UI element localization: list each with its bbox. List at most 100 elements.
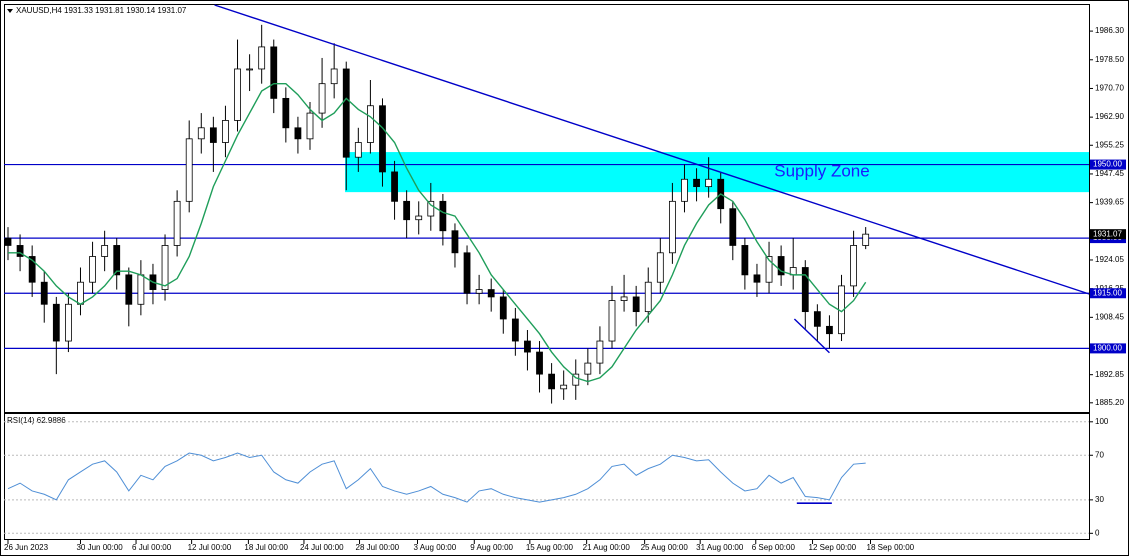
candle-body xyxy=(16,245,24,257)
x-tick-label: 30 Jun 00:00 xyxy=(76,543,123,552)
candle-body xyxy=(524,340,531,353)
candle-body xyxy=(681,178,688,202)
candle-body xyxy=(234,68,241,121)
candle-body xyxy=(656,252,664,283)
candle-body xyxy=(765,256,773,283)
last-price-label: 1931.07 xyxy=(1093,229,1122,238)
candle-body xyxy=(632,296,640,313)
level-label-box xyxy=(1090,159,1126,170)
level-label-box xyxy=(1090,288,1126,299)
y-tick-label: 1885.20 xyxy=(1095,398,1124,407)
y-tick-label: 1892.85 xyxy=(1095,370,1124,379)
x-tick-label: 26 Jun 2023 xyxy=(4,543,49,552)
candle-body xyxy=(801,267,809,313)
candle-body xyxy=(608,300,616,342)
candle-body xyxy=(125,274,133,305)
candle-body xyxy=(451,230,459,254)
candle-body xyxy=(137,274,145,305)
candle-body xyxy=(620,296,628,301)
x-tick-label: 9 Aug 00:00 xyxy=(470,543,513,552)
rsi-line xyxy=(7,452,866,503)
candle-body xyxy=(584,362,592,375)
candle-body xyxy=(596,340,604,364)
candle-body xyxy=(113,245,121,276)
candle-body xyxy=(222,120,229,143)
x-tick-label: 31 Aug 00:00 xyxy=(696,543,744,552)
x-tick-label: 3 Aug 00:00 xyxy=(414,543,457,552)
menu-arrow xyxy=(7,9,13,13)
candle-body xyxy=(306,112,314,140)
candle-body xyxy=(282,97,290,129)
rsi-tick-label: 100 xyxy=(1095,417,1109,426)
candle-body xyxy=(439,200,447,232)
candle-body xyxy=(246,68,254,71)
y-tick-label: 1939.65 xyxy=(1095,198,1124,207)
candle-body xyxy=(4,237,12,246)
candle-body xyxy=(258,46,266,70)
x-tick-label: 21 Aug 00:00 xyxy=(583,543,631,552)
candle-body xyxy=(342,68,350,158)
candle-body xyxy=(741,245,749,276)
x-tick-label: 18 Sep 00:00 xyxy=(867,543,915,552)
candle-body xyxy=(391,171,398,202)
candle-body xyxy=(475,289,483,294)
candle-body xyxy=(463,252,471,294)
candle-body xyxy=(354,142,362,158)
candle-body xyxy=(511,318,519,342)
candle-body xyxy=(379,105,386,173)
candle-body xyxy=(669,200,676,254)
candle-body xyxy=(209,127,217,143)
candle-body xyxy=(270,46,278,99)
rsi-label: RSI(14) 62.9886 xyxy=(7,416,66,425)
price-panel xyxy=(4,4,1090,413)
candle-body xyxy=(777,256,785,276)
candle-body xyxy=(65,303,72,342)
supply-zone xyxy=(345,152,1090,193)
y-tick-label: 1955.25 xyxy=(1095,140,1124,149)
x-tick-label: 12 Sep 00:00 xyxy=(809,543,857,552)
candle-body xyxy=(427,200,435,217)
candle-body xyxy=(705,178,713,188)
candle-body xyxy=(487,289,495,298)
level-label: 1950.00 xyxy=(1093,160,1122,169)
trend-line xyxy=(793,318,830,354)
rsi-panel xyxy=(4,413,1090,540)
x-tick-label: 25 Aug 00:00 xyxy=(641,543,689,552)
candle-body xyxy=(572,373,580,386)
y-tick-label: 1947.45 xyxy=(1095,169,1124,178)
x-tick-label: 18 Jul 00:00 xyxy=(244,543,288,552)
candle-body xyxy=(850,245,857,287)
candle-body xyxy=(101,245,109,257)
level-label: 1900.00 xyxy=(1093,344,1122,353)
candle-body xyxy=(40,281,48,305)
rsi-tick-label: 30 xyxy=(1095,495,1104,504)
candle-body xyxy=(77,281,84,305)
candle-body xyxy=(644,281,652,313)
last-price-box xyxy=(1090,229,1126,240)
zone-label: Supply Zone xyxy=(774,162,869,181)
level-label: 1915.00 xyxy=(1093,288,1122,297)
candle-body xyxy=(294,127,302,140)
candle-body xyxy=(28,256,36,283)
header: XAUUSD,H4 1931.33 1931.81 1930.14 1931.0… xyxy=(16,6,187,15)
y-tick-label: 1962.90 xyxy=(1095,112,1124,121)
candle-body xyxy=(403,200,411,221)
candle-body xyxy=(826,325,833,335)
x-tick-label: 28 Jul 00:00 xyxy=(356,543,400,552)
candle-body xyxy=(161,245,169,290)
level-label-box xyxy=(1090,343,1126,354)
candle-body xyxy=(415,215,423,221)
candle-body xyxy=(862,233,870,246)
candle-body xyxy=(52,303,60,342)
candle-body xyxy=(693,178,700,188)
candle-body xyxy=(197,127,205,140)
candle-body xyxy=(330,68,338,85)
y-tick-label: 1924.05 xyxy=(1095,255,1124,264)
candle-body xyxy=(548,373,555,390)
x-tick-label: 6 Jul 00:00 xyxy=(132,543,172,552)
candle-body xyxy=(536,351,543,375)
moving-average xyxy=(8,82,867,383)
candle-body xyxy=(499,296,507,320)
